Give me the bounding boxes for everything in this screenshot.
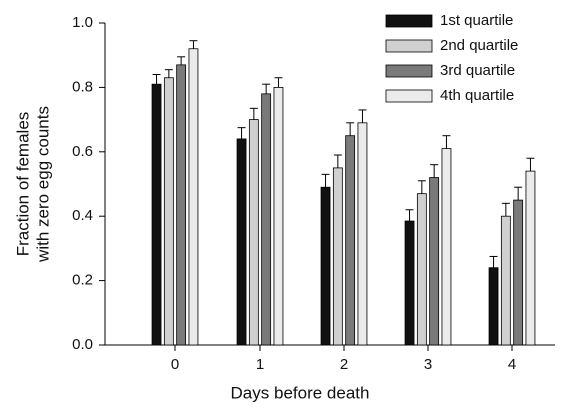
- y-tick-label: 1.0: [72, 14, 93, 31]
- legend-label: 1st quartile: [440, 12, 513, 29]
- bar: [332, 167, 343, 346]
- bar: [488, 267, 499, 346]
- bar: [345, 135, 356, 346]
- legend-swatch: [385, 89, 433, 103]
- bar: [151, 83, 162, 346]
- bar: [404, 220, 415, 346]
- legend-label: 2nd quartile: [440, 37, 518, 54]
- bar: [357, 122, 368, 346]
- bar: [188, 48, 199, 346]
- x-tick-label: 2: [340, 356, 348, 373]
- x-tick-label: 0: [171, 356, 179, 373]
- bar: [429, 177, 440, 346]
- bar: [525, 170, 536, 346]
- y-tick-label: 0.4: [72, 207, 93, 224]
- bar: [320, 186, 331, 346]
- bar: [176, 64, 187, 346]
- y-tick-label: 0.2: [72, 272, 93, 289]
- legend-swatch: [385, 14, 433, 28]
- x-tick-label: 4: [508, 356, 516, 373]
- bar: [441, 148, 452, 346]
- bar: [500, 215, 511, 346]
- y-tick-label: 0.0: [72, 336, 93, 353]
- bar: [416, 193, 427, 346]
- bar: [273, 87, 284, 346]
- legend-label: 3rd quartile: [440, 62, 515, 79]
- y-tick-label: 0.6: [72, 143, 93, 160]
- bar: [261, 93, 272, 346]
- bar: [513, 199, 524, 346]
- legend-swatch: [385, 64, 433, 78]
- x-tick-label: 3: [424, 356, 432, 373]
- y-axis-label: with zero egg counts: [33, 106, 52, 263]
- x-tick-label: 1: [256, 356, 264, 373]
- legend-swatch: [385, 39, 433, 53]
- bar: [248, 119, 259, 346]
- x-axis-label: Days before death: [231, 383, 370, 402]
- y-axis-label: Fraction of females: [13, 112, 32, 257]
- bar: [236, 138, 247, 346]
- y-tick-label: 0.8: [72, 78, 93, 95]
- legend-label: 4th quartile: [440, 87, 514, 104]
- bar: [163, 77, 174, 346]
